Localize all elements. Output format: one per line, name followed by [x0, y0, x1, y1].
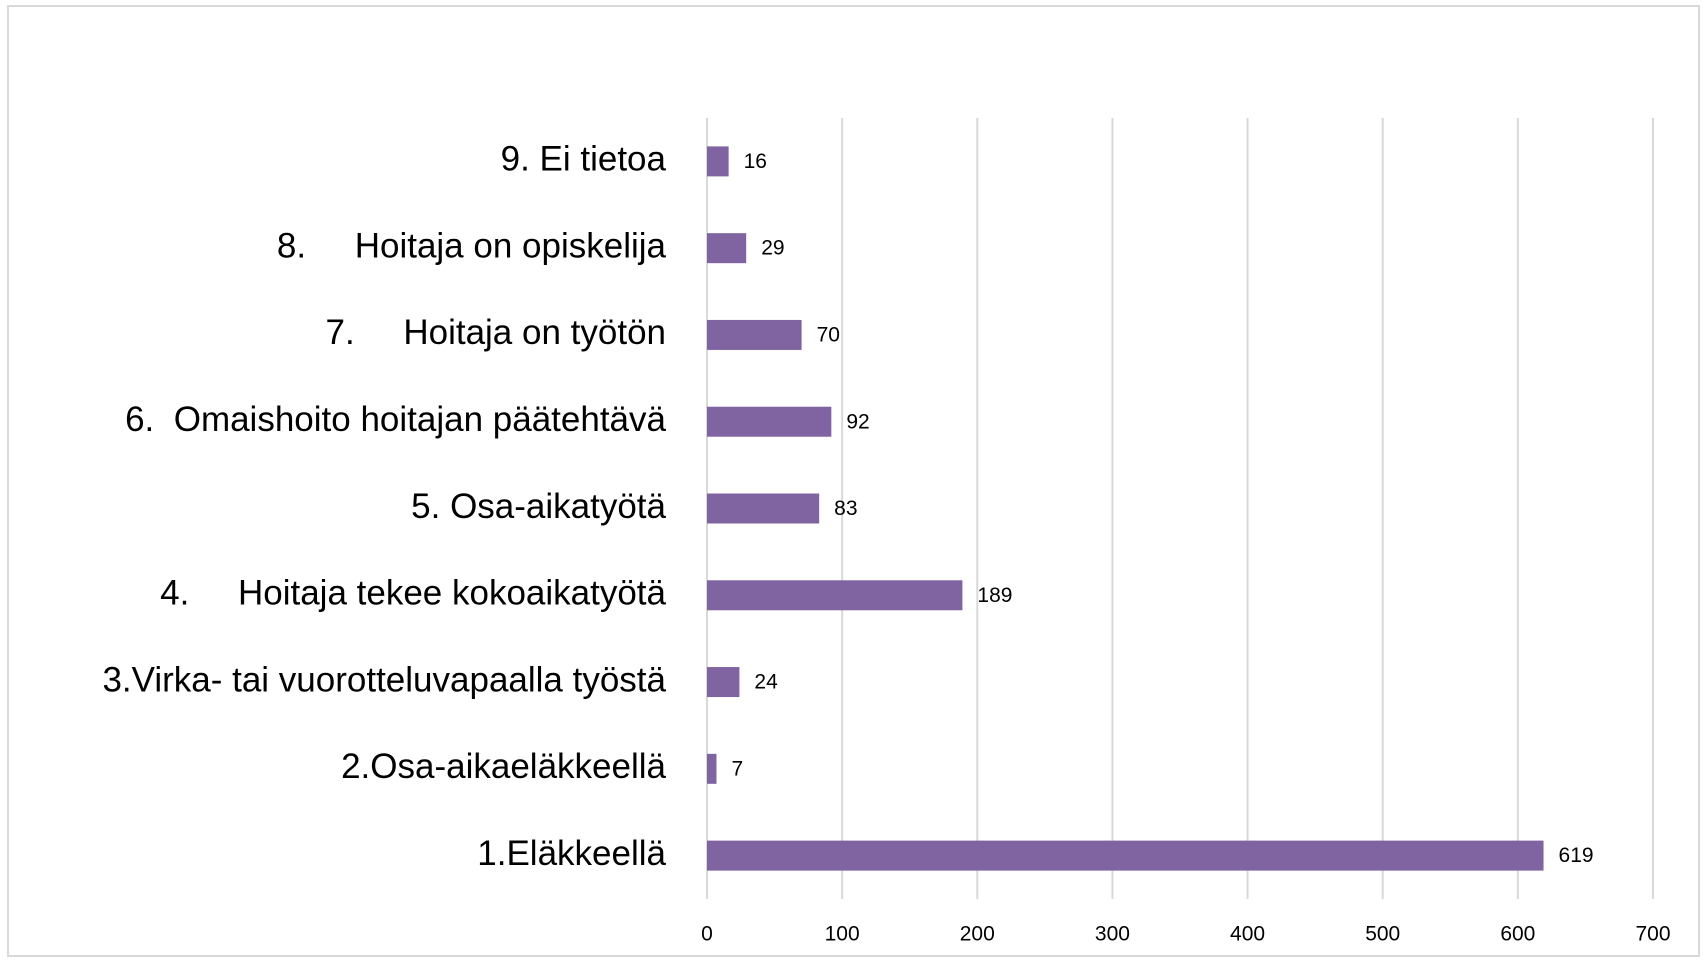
value-label: 70: [817, 323, 840, 346]
x-tick-label: 200: [960, 923, 995, 946]
value-label: 16: [744, 150, 767, 173]
bar: [707, 233, 747, 264]
bar: [707, 406, 832, 437]
bar: [707, 580, 963, 611]
y-tick-label: 8. Hoitaja on opiskelija: [277, 226, 667, 265]
bar: [707, 319, 802, 350]
bar: [707, 840, 1544, 871]
value-label: 189: [977, 584, 1012, 607]
x-tick-label: 0: [701, 923, 713, 946]
value-label: 24: [754, 671, 778, 694]
value-label: 83: [834, 497, 857, 520]
x-tick-label: 500: [1365, 923, 1400, 946]
bar: [707, 753, 717, 784]
y-tick-label: 3.Virka- tai vuorotteluvapaalla työstä: [102, 660, 666, 699]
bar: [707, 146, 729, 177]
y-tick-label: 7. Hoitaja on työtön: [326, 313, 666, 352]
y-tick-label: 5. Osa-aikatyötä: [411, 487, 666, 526]
value-label: 92: [846, 410, 869, 433]
x-tick-label: 700: [1635, 923, 1670, 946]
y-tick-label: 2.Osa-aikaeläkkeellä: [341, 747, 666, 786]
chart-frame: [7, 5, 1700, 957]
y-tick-label: 9. Ei tietoa: [501, 140, 667, 179]
x-tick-label: 600: [1500, 923, 1535, 946]
value-label: 7: [731, 757, 743, 780]
value-label: 619: [1559, 844, 1594, 867]
value-label: 29: [761, 237, 784, 260]
bar: [707, 667, 740, 698]
y-tick-label: 4. Hoitaja tekee kokoaikatyötä: [160, 574, 666, 613]
bar: [707, 493, 820, 524]
x-tick-label: 400: [1230, 923, 1265, 946]
y-tick-label: 6. Omaishoito hoitajan päätehtävä: [125, 400, 666, 439]
x-tick-label: 300: [1095, 923, 1130, 946]
y-tick-label: 1.Eläkkeellä: [477, 834, 666, 873]
x-tick-label: 100: [825, 923, 860, 946]
